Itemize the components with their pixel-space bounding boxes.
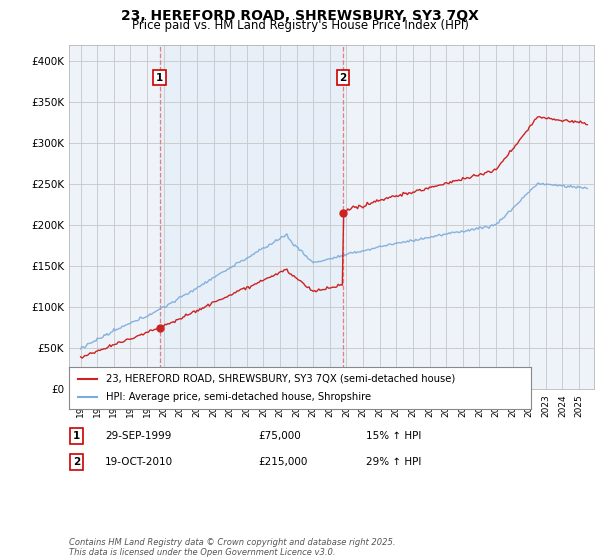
- Text: 23, HEREFORD ROAD, SHREWSBURY, SY3 7QX (semi-detached house): 23, HEREFORD ROAD, SHREWSBURY, SY3 7QX (…: [106, 374, 455, 384]
- Bar: [160, 45, 343, 389]
- Text: 29% ↑ HPI: 29% ↑ HPI: [366, 457, 421, 467]
- Text: £215,000: £215,000: [258, 457, 307, 467]
- Text: Contains HM Land Registry data © Crown copyright and database right 2025.
This d: Contains HM Land Registry data © Crown c…: [69, 538, 395, 557]
- Text: 15% ↑ HPI: 15% ↑ HPI: [366, 431, 421, 441]
- Text: 2: 2: [340, 73, 347, 83]
- Text: 1: 1: [73, 431, 80, 441]
- Text: £75,000: £75,000: [258, 431, 301, 441]
- Text: Price paid vs. HM Land Registry's House Price Index (HPI): Price paid vs. HM Land Registry's House …: [131, 19, 469, 32]
- Text: 29-SEP-1999: 29-SEP-1999: [105, 431, 172, 441]
- Text: HPI: Average price, semi-detached house, Shropshire: HPI: Average price, semi-detached house,…: [106, 392, 371, 402]
- Text: 1: 1: [156, 73, 163, 83]
- Text: 2: 2: [73, 457, 80, 467]
- Text: 23, HEREFORD ROAD, SHREWSBURY, SY3 7QX: 23, HEREFORD ROAD, SHREWSBURY, SY3 7QX: [121, 9, 479, 23]
- Text: 19-OCT-2010: 19-OCT-2010: [105, 457, 173, 467]
